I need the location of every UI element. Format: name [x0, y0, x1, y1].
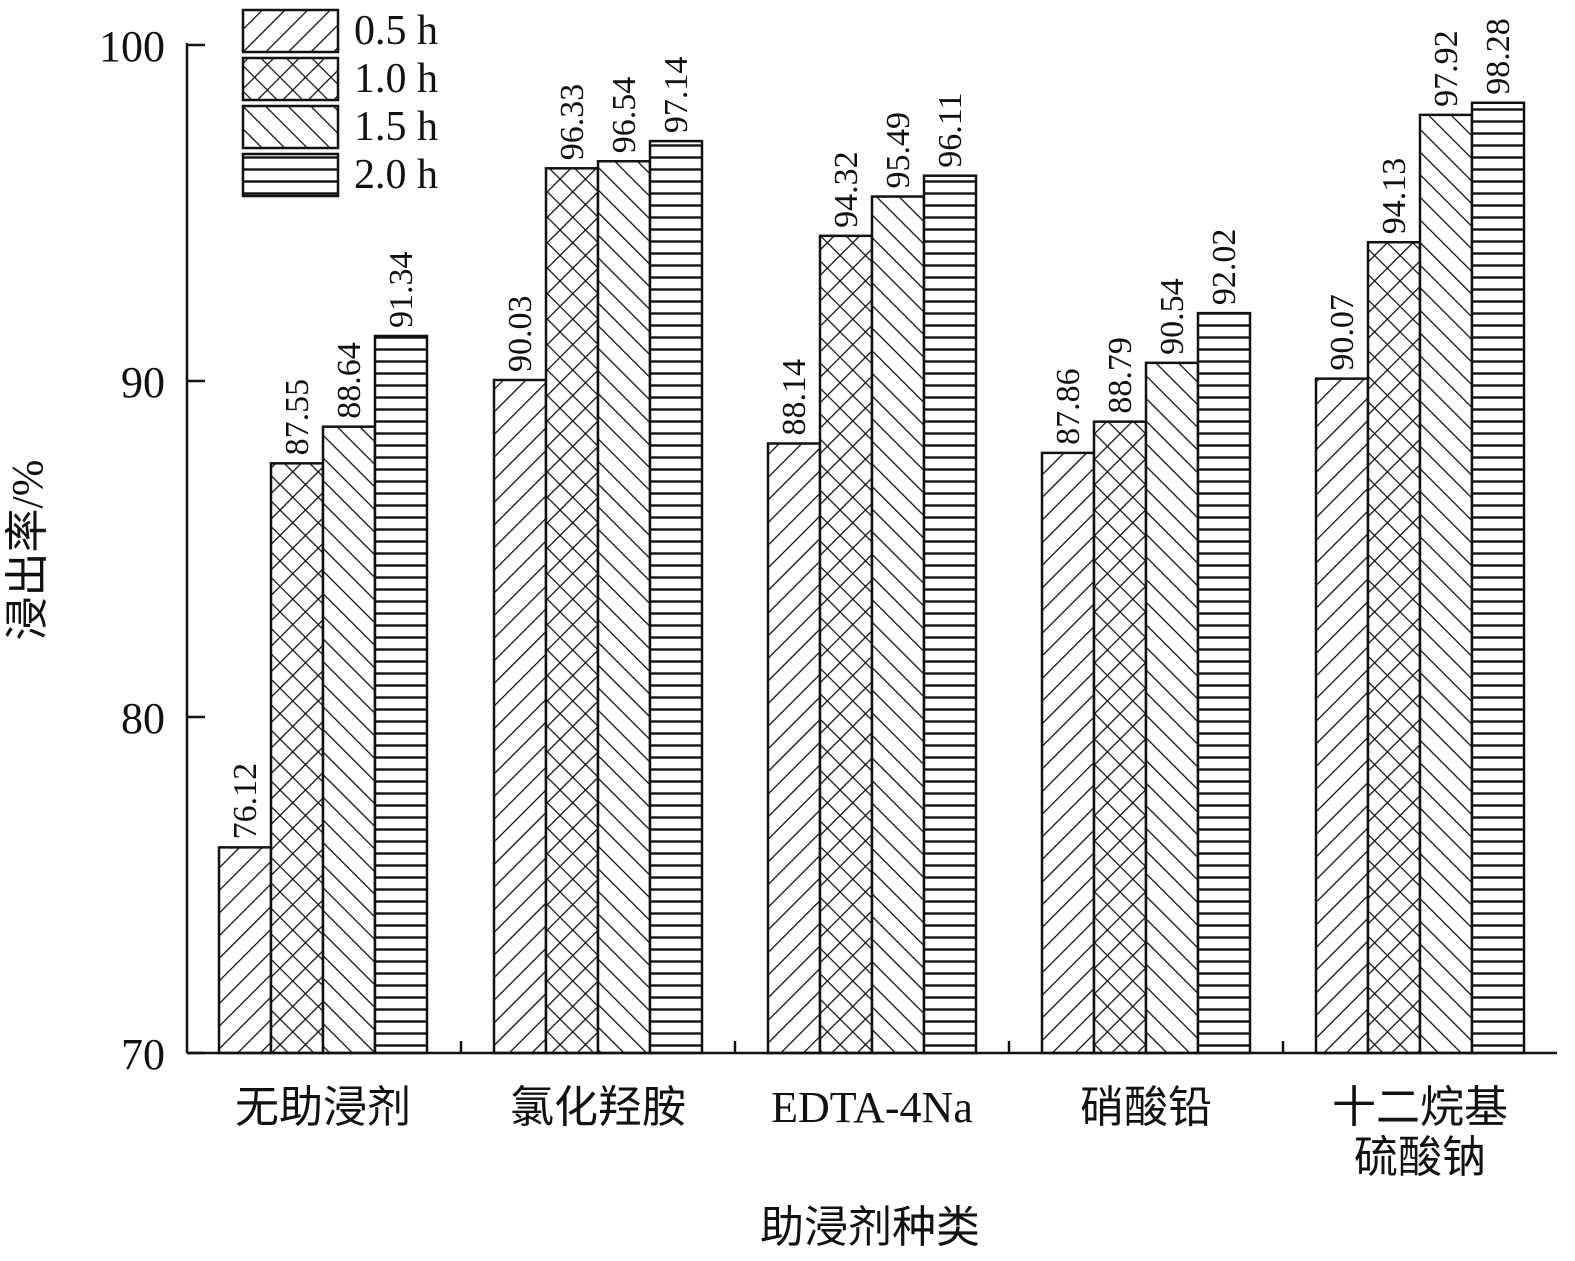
legend-label: 1.0 h [354, 56, 438, 102]
bar-1.0h-1 [544, 167, 600, 1055]
bar-1.0h-4 [1366, 240, 1422, 1055]
legend-label: 0.5 h [354, 8, 438, 54]
data-label: 92.02 [1206, 229, 1243, 306]
bar-2.0h-2 [922, 174, 978, 1055]
bar-0.5h-4 [1314, 377, 1370, 1055]
x-category-label: EDTA-4Na [771, 1083, 973, 1132]
x-axis-title: 助浸剂种类 [760, 1203, 980, 1252]
legend-label: 2.0 h [354, 152, 438, 198]
y-tick-label: 70 [121, 1030, 165, 1079]
legend-swatch [241, 104, 340, 150]
bar-2.0h-3 [1196, 311, 1252, 1055]
bar-1.0h-3 [1092, 420, 1148, 1055]
y-axis-title: 浸出率/% [3, 460, 52, 641]
bar-1.5h-2 [870, 195, 926, 1055]
bar-1.5h-0 [321, 425, 377, 1055]
data-label: 95.49 [880, 112, 917, 189]
legend: 0.5 h1.0 h1.5 h2.0 h [241, 8, 438, 198]
data-label: 88.14 [776, 359, 813, 436]
bar-0.5h-2 [766, 442, 822, 1055]
bar-2.0h-4 [1470, 101, 1526, 1055]
data-label: 96.11 [932, 92, 969, 167]
data-label: 76.12 [227, 763, 264, 840]
data-label: 94.13 [1376, 158, 1413, 235]
x-category-label: 硫酸钠 [1354, 1133, 1486, 1182]
data-label: 90.07 [1324, 294, 1361, 371]
data-label: 88.64 [331, 342, 368, 419]
bar-0.5h-1 [492, 378, 548, 1055]
x-category-label: 氯化羟胺 [510, 1083, 686, 1132]
legend-swatch [241, 56, 340, 102]
data-label: 90.54 [1154, 278, 1191, 355]
bar-2.0h-0 [373, 334, 429, 1055]
data-label: 91.34 [383, 251, 420, 328]
y-axis: 70 80 90 100 [99, 22, 205, 1079]
plot-area: 76.12 90.03 88.14 87.86 90.07 87.55 96.33 94.32… [99, 18, 1557, 1182]
bar-1.5h-4 [1418, 113, 1474, 1055]
legend-label: 1.5 h [354, 104, 438, 150]
bar-0.5h-0 [217, 846, 273, 1055]
legend-swatch [241, 8, 340, 54]
bar-1.0h-0 [269, 462, 325, 1055]
bar-2.0h-1 [648, 139, 704, 1055]
data-label: 98.28 [1480, 18, 1517, 95]
x-category-label: 硝酸铅 [1080, 1083, 1212, 1132]
data-label: 97.92 [1428, 30, 1465, 107]
data-label: 87.86 [1050, 368, 1087, 445]
y-tick-label: 80 [121, 694, 165, 743]
y-tick-label: 90 [121, 358, 165, 407]
bar-0.5h-3 [1040, 451, 1096, 1055]
data-label: 94.32 [828, 151, 865, 228]
data-label: 96.33 [554, 84, 591, 161]
data-label: 97.14 [658, 57, 695, 134]
x-category-label: 无助浸剂 [235, 1083, 411, 1132]
data-labels-layer: 76.12 90.03 88.14 87.86 90.07 87.55 96.33 94.32… [227, 18, 1517, 839]
data-label: 96.54 [606, 77, 643, 154]
bar-1.5h-1 [596, 160, 652, 1055]
data-label: 88.79 [1102, 337, 1139, 414]
bars-layer [217, 101, 1526, 1055]
data-label: 90.03 [502, 295, 539, 372]
legend-swatch [241, 152, 340, 198]
data-label: 87.55 [279, 379, 316, 456]
bar-1.5h-3 [1144, 361, 1200, 1055]
y-tick-label: 100 [99, 22, 165, 71]
bar-1.0h-2 [818, 234, 874, 1055]
x-category-label: 十二烷基 [1332, 1083, 1508, 1132]
